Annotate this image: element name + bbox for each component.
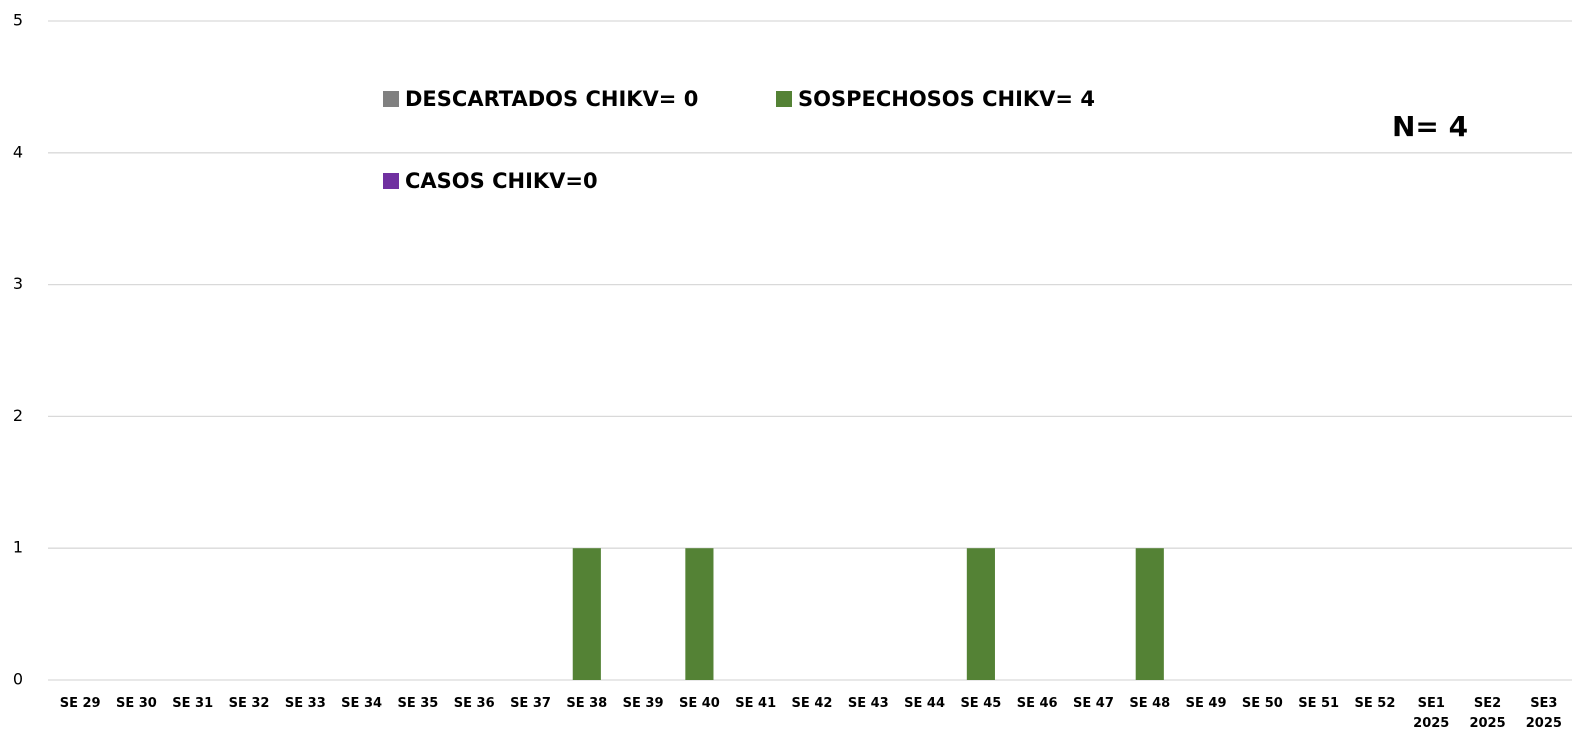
y-tick-label: 1 xyxy=(13,538,23,557)
legend-swatch xyxy=(383,173,399,189)
x-tick-label: SE2 2025 xyxy=(1469,696,1506,731)
y-tick-label: 3 xyxy=(13,274,23,293)
x-tick-label: SE1 2025 xyxy=(1413,696,1450,731)
bar xyxy=(966,548,995,680)
x-tick-label: SE 47 xyxy=(1073,696,1114,711)
annotation: N= 4 xyxy=(1392,110,1468,143)
x-tick-label: SE 30 xyxy=(115,696,157,711)
y-tick-label: 0 xyxy=(13,670,23,689)
legend-label: DESCARTADOS CHIKV= 0 xyxy=(405,87,698,111)
x-tick-label: SE 41 xyxy=(735,696,777,711)
y-tick-label: 4 xyxy=(13,142,23,161)
x-tick-label: SE 32 xyxy=(228,696,270,711)
x-tick-label: SE3 2025 xyxy=(1525,696,1562,731)
x-tick-label: SE 40 xyxy=(678,696,720,711)
x-tick-label: SE 49 xyxy=(1185,696,1227,711)
x-tick-label: SE 33 xyxy=(284,696,326,711)
legend-swatch xyxy=(776,91,792,107)
x-tick-label: SE 42 xyxy=(791,696,833,711)
legend-swatch xyxy=(383,91,399,107)
x-tick-label: SE 52 xyxy=(1354,696,1396,711)
x-tick-label: SE 45 xyxy=(960,696,1002,711)
x-tick-label: SE 43 xyxy=(847,696,889,711)
bar xyxy=(572,548,601,680)
x-tick-label: SE 46 xyxy=(1016,696,1058,711)
x-tick-label: SE 39 xyxy=(622,696,664,711)
x-tick-label: SE 31 xyxy=(172,696,214,711)
bar xyxy=(685,548,714,680)
x-tick-label: SE 29 xyxy=(59,696,101,711)
legend-label: SOSPECHOSOS CHIKV= 4 xyxy=(798,87,1095,111)
x-tick-label: SE 34 xyxy=(341,696,383,711)
x-tick-label: SE 48 xyxy=(1129,696,1171,711)
y-tick-label: 5 xyxy=(13,11,23,30)
x-tick-label: SE 44 xyxy=(904,696,946,711)
x-tick-label: SE 50 xyxy=(1241,696,1283,711)
y-tick-label: 2 xyxy=(13,406,23,425)
x-tick-label: SE 37 xyxy=(510,696,551,711)
x-tick-label: SE 51 xyxy=(1298,696,1340,711)
x-tick-label: SE 35 xyxy=(397,696,439,711)
bar xyxy=(1135,548,1164,680)
x-tick-label: SE 38 xyxy=(566,696,608,711)
x-tick-label: SE 36 xyxy=(453,696,495,711)
legend-label: CASOS CHIKV=0 xyxy=(405,169,598,193)
